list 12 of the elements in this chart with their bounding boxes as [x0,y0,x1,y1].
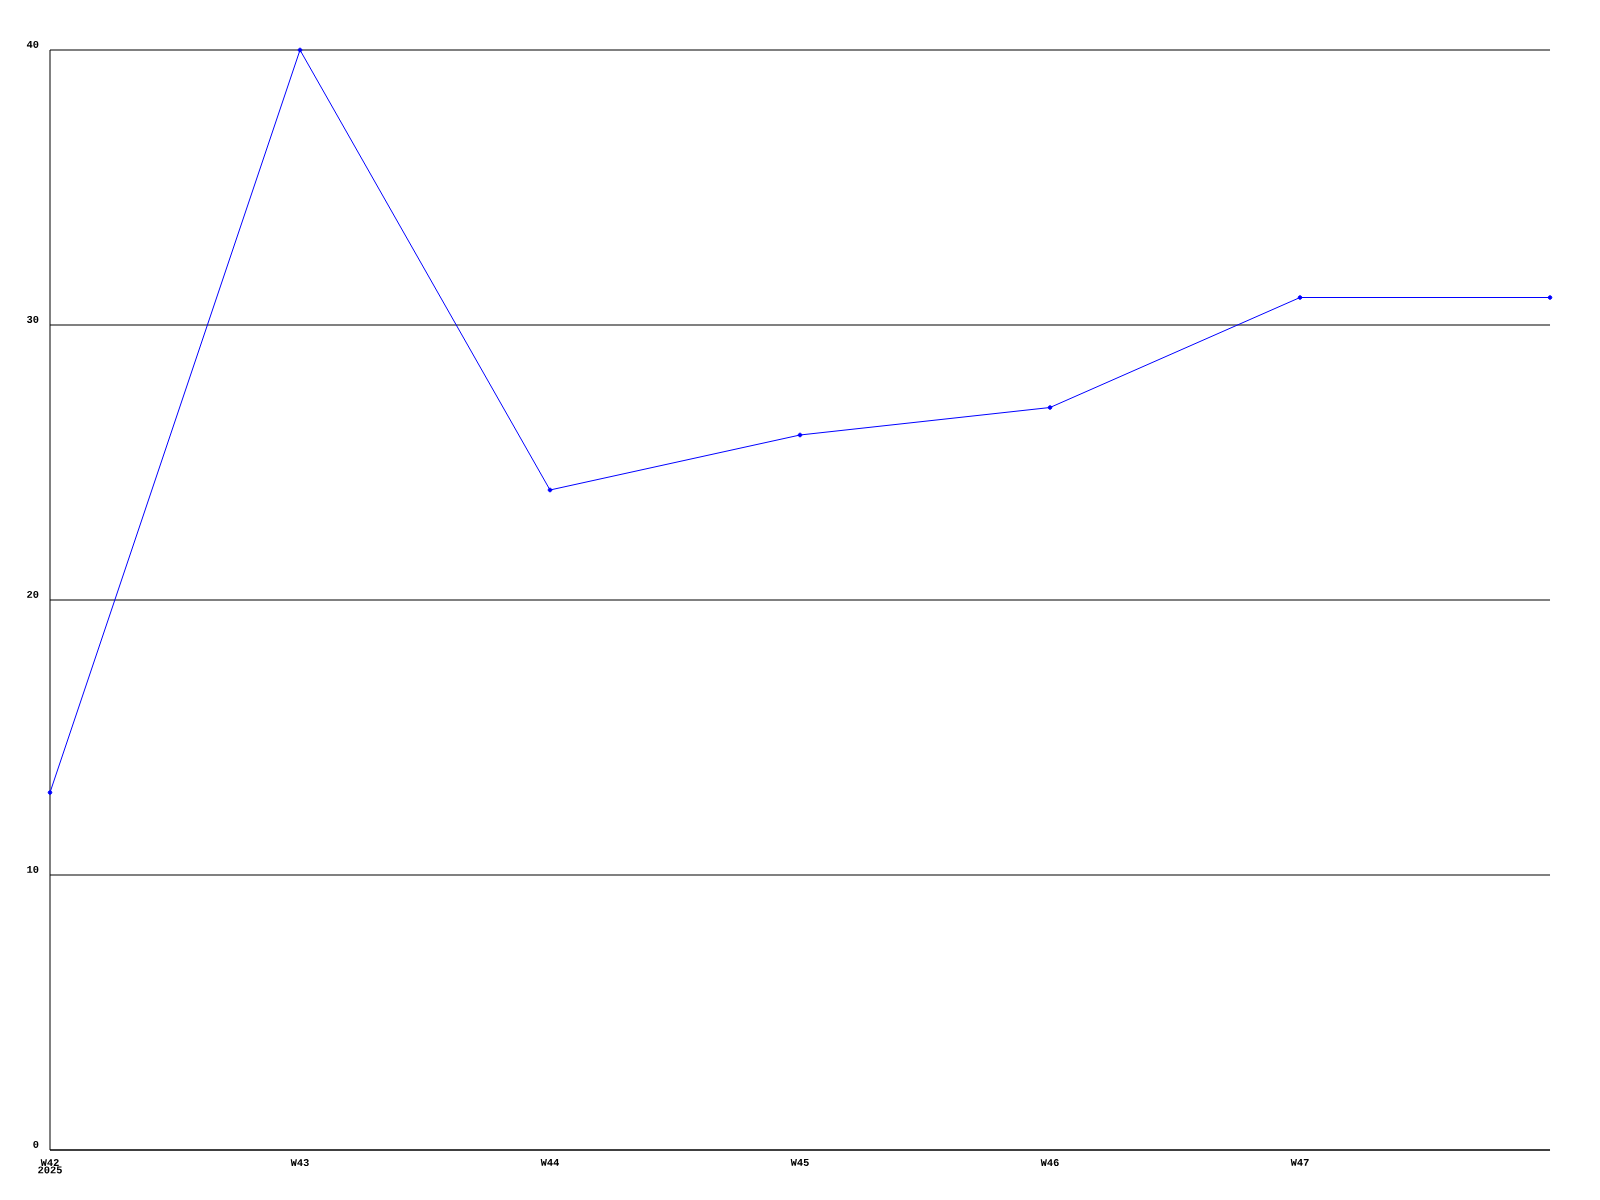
text: 2025 [38,1166,62,1174]
y-tick-label: 30 [26,315,39,323]
y-tick-label: 10 [27,865,39,873]
x-tick-label: W42 [40,1159,59,1166]
x-tick-label: W44 [540,1159,560,1166]
x-tick-label: W45 [790,1159,809,1166]
x-tick-label: W46 [1040,1159,1059,1167]
x-tick-label: W43 [290,1159,309,1167]
y-tick-label: 40 [26,40,39,48]
y-tick-label: 0 [33,1140,39,1148]
y-tick-label: 20 [27,590,39,598]
x-tick-label: W47 [1290,1159,1309,1166]
